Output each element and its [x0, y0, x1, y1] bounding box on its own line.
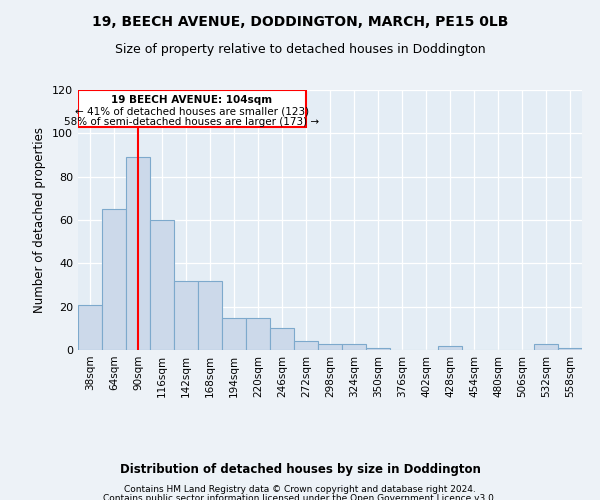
Bar: [222, 318, 246, 350]
Bar: [126, 157, 150, 350]
Bar: [102, 209, 126, 350]
Text: 19, BEECH AVENUE, DODDINGTON, MARCH, PE15 0LB: 19, BEECH AVENUE, DODDINGTON, MARCH, PE1…: [92, 15, 508, 29]
Bar: [198, 280, 222, 350]
Bar: [270, 328, 294, 350]
Bar: [438, 346, 462, 350]
Bar: [366, 348, 390, 350]
Bar: [318, 344, 342, 350]
Bar: [534, 344, 558, 350]
Bar: [78, 90, 306, 127]
Bar: [150, 220, 174, 350]
Text: Contains public sector information licensed under the Open Government Licence v3: Contains public sector information licen…: [103, 494, 497, 500]
Text: Distribution of detached houses by size in Doddington: Distribution of detached houses by size …: [119, 462, 481, 475]
Text: ← 41% of detached houses are smaller (123): ← 41% of detached houses are smaller (12…: [75, 106, 309, 117]
Text: Contains HM Land Registry data © Crown copyright and database right 2024.: Contains HM Land Registry data © Crown c…: [124, 485, 476, 494]
Bar: [342, 344, 366, 350]
Text: 58% of semi-detached houses are larger (173) →: 58% of semi-detached houses are larger (…: [64, 117, 320, 127]
Text: Size of property relative to detached houses in Doddington: Size of property relative to detached ho…: [115, 42, 485, 56]
Bar: [246, 318, 270, 350]
Y-axis label: Number of detached properties: Number of detached properties: [34, 127, 46, 313]
Bar: [558, 348, 582, 350]
Bar: [174, 280, 198, 350]
Text: 19 BEECH AVENUE: 104sqm: 19 BEECH AVENUE: 104sqm: [112, 96, 272, 106]
Bar: [294, 342, 318, 350]
Bar: [78, 304, 102, 350]
